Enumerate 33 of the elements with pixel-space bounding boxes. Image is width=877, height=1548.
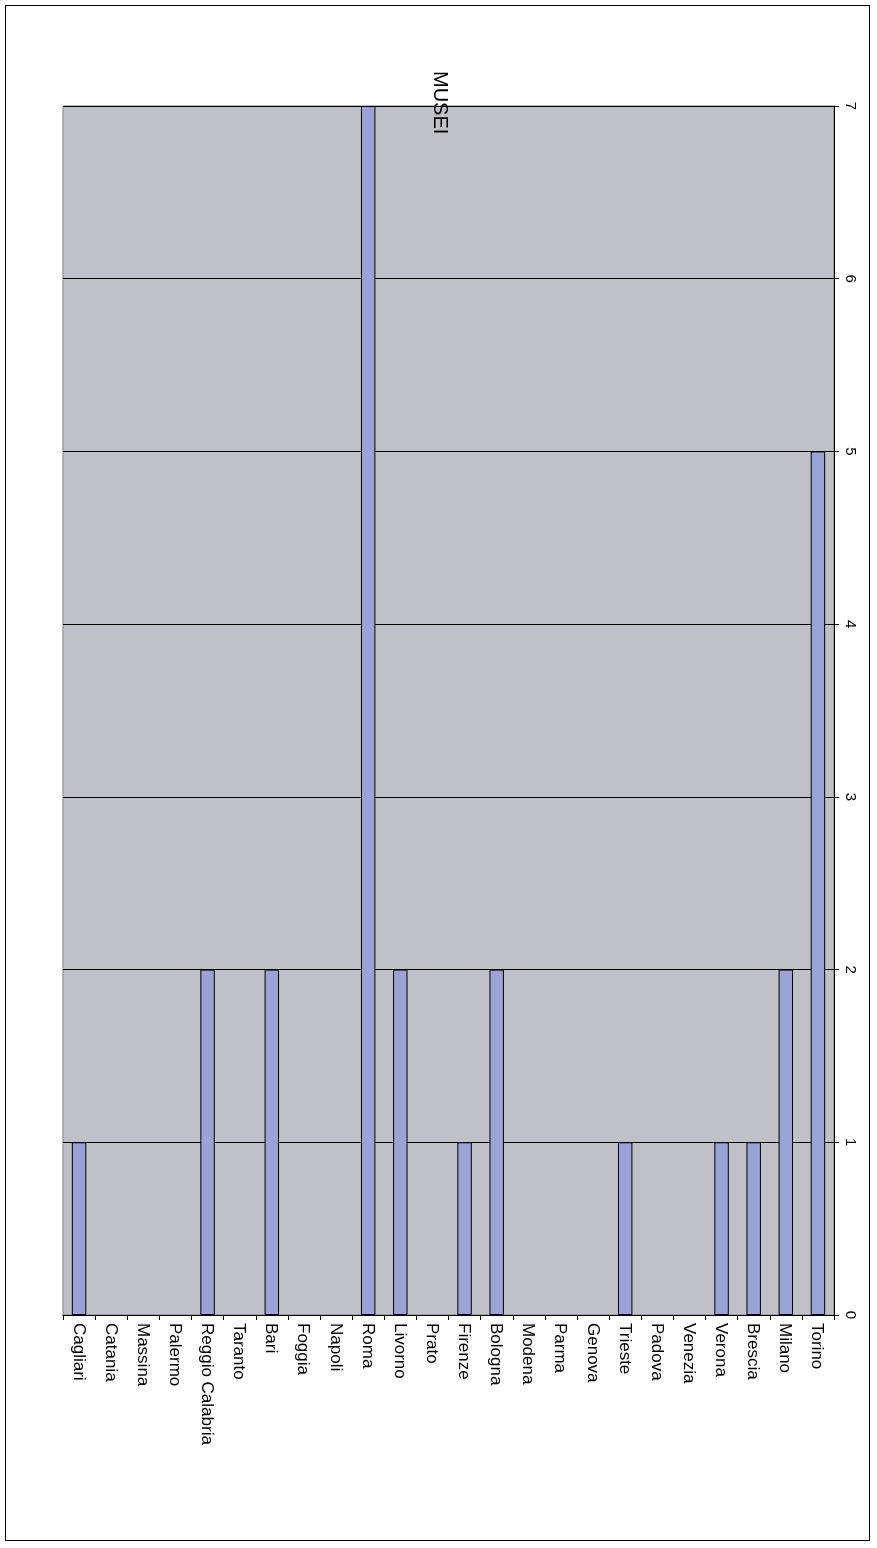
y-tick-label: 6 <box>843 274 860 283</box>
y-tick-label: 1 <box>843 1138 860 1147</box>
x-tick-label: Torino <box>808 1323 828 1370</box>
x-tick-label: Bologna <box>487 1323 507 1386</box>
x-tick-label: Taranto <box>230 1323 250 1380</box>
y-tick-label: 7 <box>843 101 860 111</box>
chart-title: MUSEI <box>430 71 452 135</box>
x-tick-label: Reggio Calabria <box>198 1323 218 1446</box>
x-tick-label: Foggia <box>294 1323 314 1376</box>
x-tick-label: Livorno <box>390 1323 410 1379</box>
x-tick-label: Parma <box>551 1323 571 1374</box>
x-tick-label: Prato <box>422 1323 442 1364</box>
x-tick-label: Massina <box>133 1323 153 1387</box>
x-tick-label: Venezia <box>679 1323 699 1385</box>
x-tick-label: Padova <box>647 1323 667 1382</box>
y-tick-label: 0 <box>843 1310 860 1320</box>
x-tick-label: Napoli <box>326 1323 346 1372</box>
x-tick-label: Milano <box>776 1323 796 1374</box>
y-tick-label: 2 <box>843 965 860 974</box>
x-tick-label: Modena <box>519 1323 539 1385</box>
x-tick-label: Genova <box>583 1323 603 1384</box>
x-tick-label: Roma <box>358 1323 378 1369</box>
x-tick-label: Palermo <box>165 1323 185 1387</box>
x-tick-label: Trieste <box>615 1323 635 1375</box>
x-tick-label: Firenze <box>455 1323 475 1380</box>
x-tick-label: Catania <box>101 1323 121 1383</box>
x-tick-label: Cagliari <box>69 1323 89 1381</box>
y-tick-label: 4 <box>843 619 860 629</box>
x-tick-label: Brescia <box>744 1323 764 1381</box>
x-tick-label: Verona <box>712 1323 732 1378</box>
x-tick-label: Bari <box>262 1323 282 1354</box>
y-tick-label: 3 <box>843 792 860 802</box>
y-tick-label: 5 <box>843 447 860 456</box>
